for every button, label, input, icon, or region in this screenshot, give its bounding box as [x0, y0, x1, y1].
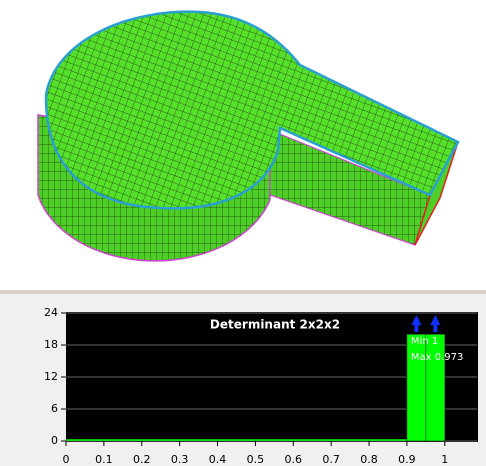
x-tick-label: 0.2	[133, 453, 151, 466]
x-tick-label: 0.4	[209, 453, 227, 466]
x-tick-label: 0.1	[95, 453, 113, 466]
x-tick-label: 0.5	[247, 453, 265, 466]
y-tick-label: 18	[44, 338, 58, 351]
y-tick-label: 12	[44, 370, 58, 383]
overflow-arrow	[430, 315, 441, 332]
annotation: Min 1	[411, 336, 438, 347]
y-tick-label: 6	[51, 402, 58, 415]
bar	[406, 334, 427, 442]
bar	[425, 334, 446, 442]
x-tick-label: 0.8	[360, 453, 378, 466]
x-tick-label: 1	[441, 453, 448, 466]
mesh-model	[37, 10, 460, 262]
y-tick-label: 0	[51, 434, 58, 447]
top-face	[44, 10, 460, 210]
x-tick-label: 0.3	[171, 453, 189, 466]
x-tick-label: 0	[63, 453, 70, 466]
chart-title: Determinant 2x2x2	[210, 318, 340, 332]
x-tick-label: 0.6	[285, 453, 303, 466]
overflow-arrow	[411, 315, 422, 332]
x-tick-label: 0.9	[398, 453, 416, 466]
splitter[interactable]	[0, 290, 486, 294]
x-tick-label: 0.7	[322, 453, 340, 466]
y-tick-label: 24	[44, 306, 58, 319]
annotation: Max 0.973	[411, 352, 463, 363]
